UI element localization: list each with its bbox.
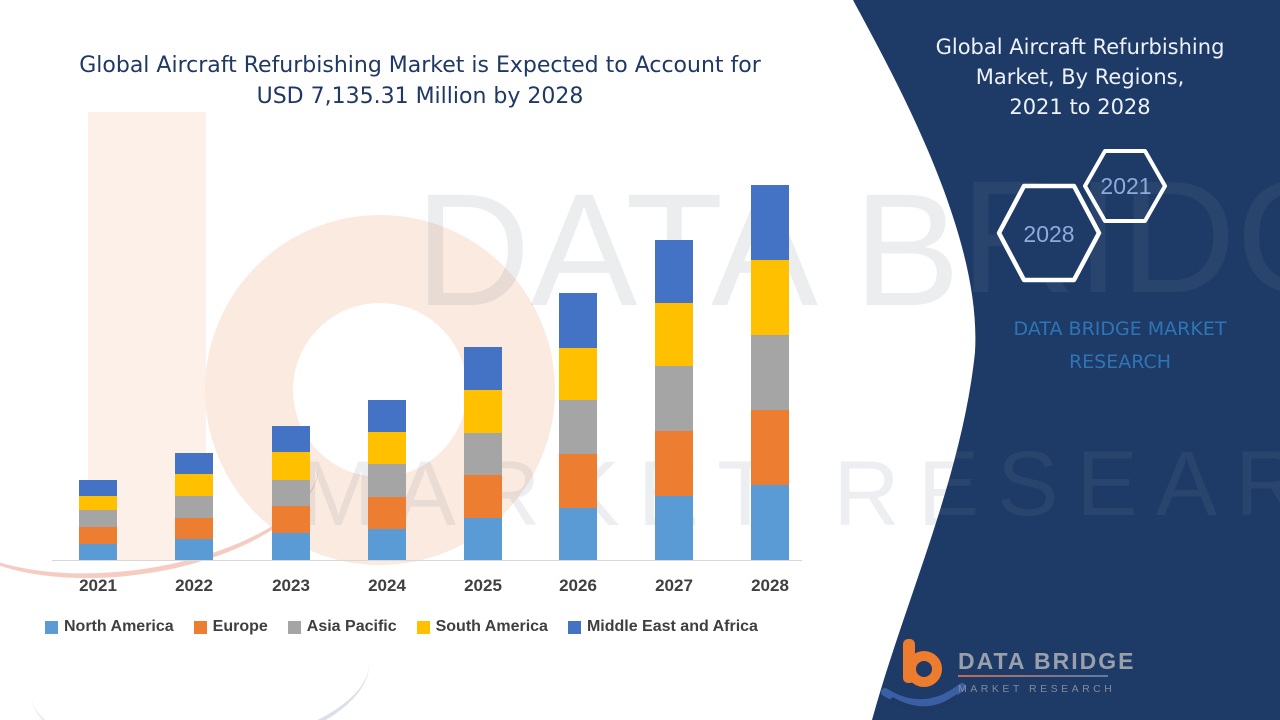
- bar-2027: [655, 240, 693, 560]
- bar-segment-asia-pacific: [655, 366, 693, 431]
- x-axis-label-2021: 2021: [79, 576, 117, 595]
- bar-segment-south-america: [559, 348, 597, 400]
- side-panel-title-line2: Market, By Regions,: [975, 65, 1185, 89]
- bar-segment-middle-east-and-africa: [655, 240, 693, 303]
- brand-text-line1: DATA BRIDGE MARKET: [1013, 318, 1227, 340]
- x-axis-label-2025: 2025: [464, 576, 502, 595]
- bar-segment-asia-pacific: [751, 335, 789, 410]
- legend-swatch-icon: [193, 621, 207, 634]
- legend-item: Asia Pacific: [287, 618, 397, 636]
- legend-item: South America: [416, 618, 548, 636]
- bar-2025: [464, 347, 502, 560]
- x-axis-label-2028: 2028: [751, 576, 789, 595]
- chart-title-line1: Global Aircraft Refurbishing Market is E…: [79, 53, 761, 78]
- bar-2026: [559, 293, 597, 560]
- bar-segment-middle-east-and-africa: [79, 480, 117, 496]
- legend-label: South America: [435, 618, 548, 635]
- bar-segment-asia-pacific: [79, 510, 117, 527]
- brand-text-line2: RESEARCH: [1068, 351, 1172, 373]
- x-axis-label-2027: 2027: [655, 576, 693, 595]
- bar-segment-north-america: [79, 544, 117, 560]
- bar-segment-asia-pacific: [175, 496, 213, 518]
- bar-2024: [368, 400, 406, 560]
- legend-item: Middle East and Africa: [567, 618, 758, 636]
- side-panel-title: Global Aircraft Refurbishing Market, By …: [915, 32, 1245, 122]
- bar-segment-south-america: [464, 390, 502, 433]
- bar-2028: [751, 185, 789, 560]
- bar-segment-south-america: [751, 260, 789, 335]
- bar-segment-middle-east-and-africa: [368, 400, 406, 432]
- bar-segment-europe: [464, 475, 502, 518]
- bar-segment-europe: [175, 518, 213, 539]
- bar-2023: [272, 426, 310, 560]
- x-axis-label-2022: 2022: [175, 576, 213, 595]
- brand-text: DATA BRIDGE MARKET RESEARCH: [955, 313, 1280, 379]
- bar-segment-europe: [655, 431, 693, 496]
- legend-label: Asia Pacific: [306, 618, 397, 635]
- bar-segment-south-america: [272, 452, 310, 480]
- bar-segment-north-america: [175, 539, 213, 560]
- x-axis-label-2023: 2023: [272, 576, 310, 595]
- bar-segment-europe: [79, 527, 117, 544]
- side-panel-title-line3: 2021 to 2028: [1009, 95, 1151, 119]
- bar-segment-north-america: [751, 485, 789, 560]
- bar-segment-north-america: [655, 496, 693, 560]
- bar-segment-middle-east-and-africa: [272, 426, 310, 452]
- legend-item: North America: [45, 618, 174, 636]
- bar-segment-south-america: [655, 303, 693, 366]
- bar-segment-middle-east-and-africa: [464, 347, 502, 390]
- bar-segment-south-america: [79, 496, 117, 510]
- bar-segment-south-america: [175, 474, 213, 496]
- legend-item: Europe: [193, 618, 268, 636]
- legend-swatch-icon: [287, 621, 301, 634]
- bar-segment-north-america: [464, 518, 502, 560]
- bar-segment-asia-pacific: [368, 464, 406, 497]
- chart-title-line2: USD 7,135.31 Million by 2028: [256, 84, 584, 109]
- bar-segment-asia-pacific: [272, 480, 310, 506]
- x-axis-label-2026: 2026: [559, 576, 597, 595]
- stacked-bar-chart: 2021 2022 2023 2024 2025 2026 2027 2028 North A…: [45, 185, 802, 636]
- legend: North America Europe Asia Pacific South Ame…: [45, 618, 758, 636]
- bar-segment-asia-pacific: [559, 400, 597, 454]
- legend-swatch-icon: [567, 621, 581, 634]
- bar-segment-middle-east-and-africa: [175, 453, 213, 474]
- bar-segment-europe: [559, 454, 597, 508]
- bar-segment-north-america: [272, 533, 310, 560]
- bar-segment-europe: [751, 410, 789, 485]
- x-axis-line: [52, 560, 802, 561]
- bar-2022: [175, 453, 213, 560]
- bar-segment-europe: [272, 506, 310, 533]
- legend-label: Middle East and Africa: [586, 618, 758, 635]
- bar-segment-north-america: [368, 529, 406, 560]
- legend-swatch-icon: [416, 621, 430, 634]
- bar-segment-south-america: [368, 432, 406, 464]
- bar-2021: [79, 480, 117, 560]
- bar-segment-middle-east-and-africa: [559, 293, 597, 348]
- legend-swatch-icon: [45, 621, 58, 634]
- side-panel-title-line1: Global Aircraft Refurbishing: [935, 35, 1225, 59]
- chart-title: Global Aircraft Refurbishing Market is E…: [30, 50, 810, 112]
- bar-segment-asia-pacific: [464, 433, 502, 475]
- legend-label: Europe: [212, 618, 268, 635]
- bar-segment-middle-east-and-africa: [751, 185, 789, 260]
- x-axis-label-2024: 2024: [368, 576, 406, 595]
- bar-segment-europe: [368, 497, 406, 529]
- side-panel-shape: [853, 0, 1280, 720]
- legend-label: North America: [64, 618, 174, 635]
- bar-segment-north-america: [559, 508, 597, 560]
